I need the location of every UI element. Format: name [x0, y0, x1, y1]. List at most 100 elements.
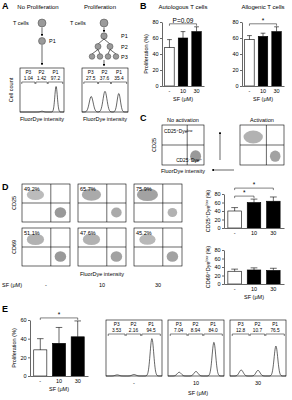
- annotation: P=0.09: [173, 17, 194, 24]
- error-bar: [247, 36, 252, 40]
- y-tick-label: 60: [214, 256, 220, 262]
- bar: [247, 203, 261, 229]
- y-tick-mark: [240, 54, 242, 55]
- x-tick: 10: [251, 286, 257, 292]
- schematic-title: No Proliferation: [17, 4, 58, 10]
- marks: [245, 27, 282, 86]
- x-tick-label: 10: [251, 286, 257, 292]
- gate-name: P3: [238, 322, 244, 327]
- t-cell: [105, 54, 111, 60]
- y-tick-label: 80: [214, 191, 220, 197]
- error-bar: [181, 32, 186, 38]
- x-axis-line: [31, 376, 89, 377]
- plot-title: Activation: [250, 117, 274, 123]
- label: T cells: [13, 20, 29, 26]
- flow-plot-frame: [22, 184, 70, 222]
- arrow: [104, 28, 105, 33]
- y-tick-mark: [222, 228, 224, 229]
- y-axis-line: [224, 251, 225, 285]
- x-tick-label: 30: [270, 230, 276, 236]
- gate-value: 8.94: [191, 328, 201, 333]
- histogram-curve: [82, 91, 128, 112]
- y-tick-label: 80: [232, 19, 238, 25]
- lineage: [98, 39, 104, 44]
- y-tick-label: 20: [20, 355, 26, 361]
- x-tick-label: 30: [270, 286, 276, 292]
- y-tick: 20: [152, 67, 162, 73]
- gate-name: P2: [255, 322, 261, 327]
- error-bar: [274, 27, 279, 32]
- x-tick: 10: [180, 88, 186, 94]
- y-axis: 020406080: [214, 247, 224, 287]
- y-tick-mark: [160, 22, 162, 23]
- bar: [228, 271, 242, 284]
- y-tick-label: 60: [20, 317, 26, 323]
- bar: [71, 337, 84, 376]
- y-tick-mark: [160, 54, 162, 55]
- bar: [272, 32, 281, 86]
- x-axis: -1030: [243, 87, 285, 94]
- gate-name: P1: [272, 322, 278, 327]
- gate: [188, 334, 203, 336]
- significance-bracket: [235, 196, 254, 198]
- y-tick-label: 0: [155, 83, 158, 89]
- gate: [142, 334, 160, 336]
- error-bar: [251, 268, 258, 270]
- error-bar: [56, 327, 63, 343]
- y-tick-label: 0: [217, 281, 220, 287]
- condition-label: 10: [193, 380, 199, 386]
- x-tick-label: 30: [75, 378, 81, 384]
- gate: [84, 82, 98, 84]
- significance-bracket: [249, 24, 276, 26]
- quadrant-label: CD25⁺Dyeˡᵒʷ: [164, 129, 193, 134]
- annotation: *: [253, 181, 256, 188]
- gate-value: 3.53: [112, 328, 122, 333]
- y-tick: 40: [232, 51, 242, 57]
- significance-bracket: [169, 24, 196, 26]
- cell-cloud: [270, 151, 281, 162]
- x-tick: 30: [75, 378, 81, 384]
- gate-value: 1.42: [37, 76, 47, 81]
- y-tick-mark: [222, 267, 224, 268]
- y-axis-title: Proliferation (%): [11, 328, 17, 368]
- y-tick: 0: [217, 281, 224, 287]
- y-axis: 020406080: [152, 19, 162, 89]
- x-tick: 30: [193, 88, 199, 94]
- x-axis-title: FluorDye intensity: [161, 168, 205, 174]
- gate-value: 27.5: [86, 76, 96, 81]
- cell-cloud: [244, 131, 263, 144]
- x-tick-label: -: [39, 378, 41, 384]
- y-tick-mark: [240, 38, 242, 39]
- quadrant-line: [134, 247, 182, 248]
- panel-label: D: [2, 182, 9, 192]
- y-tick: 60: [214, 200, 224, 206]
- panel-d: CD2549.2%65.7%75.9%CD6951.1%47.6%45.2%Fl…: [2, 184, 182, 288]
- marks: [228, 197, 280, 228]
- gate: [250, 334, 265, 336]
- bar: [228, 211, 242, 228]
- y-axis-title: CD25: [151, 138, 157, 152]
- x-tick: 30: [270, 230, 276, 236]
- x-axis: -1030: [31, 377, 89, 384]
- flow-plot-frame: [162, 125, 204, 165]
- cell-cloud: [167, 251, 179, 262]
- histogram-curve: [230, 346, 286, 376]
- quadrant-line: [78, 203, 126, 204]
- lineage: [98, 50, 100, 55]
- y-axis: 020406080: [214, 191, 224, 231]
- gate: [126, 334, 141, 336]
- y-tick-label: 60: [214, 200, 220, 206]
- y-tick: 60: [152, 35, 162, 41]
- panel-c: No activationActivationCD25⁺DyeˡᵒʷCD25⁻D…: [151, 117, 284, 174]
- error-bar: [270, 268, 277, 270]
- x-tick-label: 10: [251, 230, 257, 236]
- gate-name: P1: [116, 70, 122, 75]
- annotation: *: [58, 311, 61, 318]
- t-cell: [107, 44, 113, 50]
- y-tick-mark: [222, 203, 224, 204]
- y-axis-line: [224, 195, 225, 229]
- y-tick-mark: [240, 70, 242, 71]
- y-axis-line: [242, 23, 243, 87]
- marks: [34, 321, 85, 376]
- gate-name: P3: [88, 70, 94, 75]
